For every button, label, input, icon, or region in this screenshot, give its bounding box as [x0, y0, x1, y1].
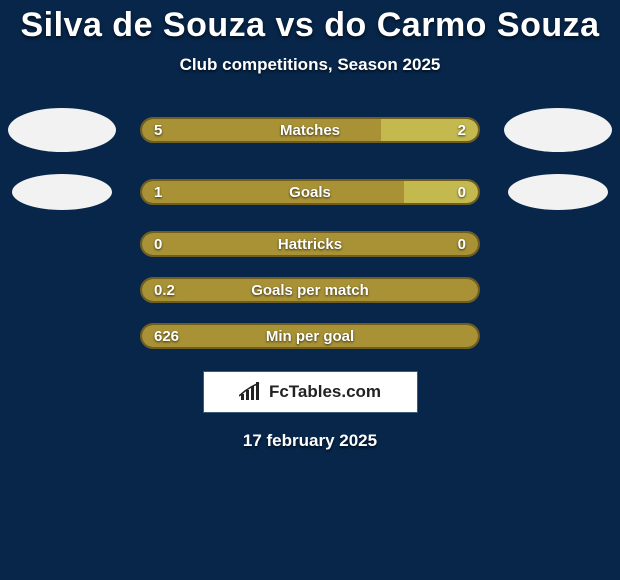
stat-bar: 626 Min per goal [140, 323, 480, 349]
avatar-left-slot [2, 173, 122, 211]
bar-text: 5 Matches 2 [142, 119, 478, 141]
stat-value-left: 0.2 [154, 282, 175, 299]
player-avatar-right-icon [507, 173, 609, 211]
stat-value-left: 0 [154, 236, 162, 253]
comparison-infographic: Silva de Souza vs do Carmo Souza Club co… [0, 0, 620, 580]
source-logo: FcTables.com [203, 371, 418, 413]
stat-rows: 5 Matches 2 1 Goals 0 [0, 107, 620, 349]
player-avatar-left-icon [11, 173, 113, 211]
stat-bar: 0 Hattricks 0 [140, 231, 480, 257]
stat-row: 0.2 Goals per match [0, 277, 620, 303]
bar-text: 0 Hattricks 0 [142, 233, 478, 255]
avatar-left-slot [2, 107, 122, 153]
date-caption: 17 february 2025 [243, 431, 377, 451]
page-title: Silva de Souza vs do Carmo Souza [20, 6, 599, 45]
stat-row: 626 Min per goal [0, 323, 620, 349]
bar-text: 626 Min per goal [142, 325, 478, 347]
logo-text: FcTables.com [269, 382, 381, 402]
player-avatar-right-icon [503, 107, 613, 153]
stat-value-left: 626 [154, 328, 179, 345]
stat-row: 1 Goals 0 [0, 173, 620, 211]
stat-label: Hattricks [154, 236, 466, 253]
stat-label: Min per goal [154, 328, 466, 345]
player-avatar-left-icon [7, 107, 117, 153]
stat-bar: 0.2 Goals per match [140, 277, 480, 303]
stat-value-right: 0 [458, 184, 466, 201]
stat-label: Goals per match [154, 282, 466, 299]
stat-row: 5 Matches 2 [0, 107, 620, 153]
stat-label: Matches [154, 122, 466, 139]
chart-icon [239, 382, 263, 402]
stat-value-right: 0 [458, 236, 466, 253]
stat-label: Goals [154, 184, 466, 201]
stat-row: 0 Hattricks 0 [0, 231, 620, 257]
avatar-right-slot [498, 107, 618, 153]
page-subtitle: Club competitions, Season 2025 [180, 55, 441, 75]
avatar-right-slot [498, 173, 618, 211]
stat-bar: 1 Goals 0 [140, 179, 480, 205]
bar-text: 1 Goals 0 [142, 181, 478, 203]
bar-text: 0.2 Goals per match [142, 279, 478, 301]
stat-bar: 5 Matches 2 [140, 117, 480, 143]
stat-value-left: 5 [154, 122, 162, 139]
stat-value-left: 1 [154, 184, 162, 201]
stat-value-right: 2 [458, 122, 466, 139]
